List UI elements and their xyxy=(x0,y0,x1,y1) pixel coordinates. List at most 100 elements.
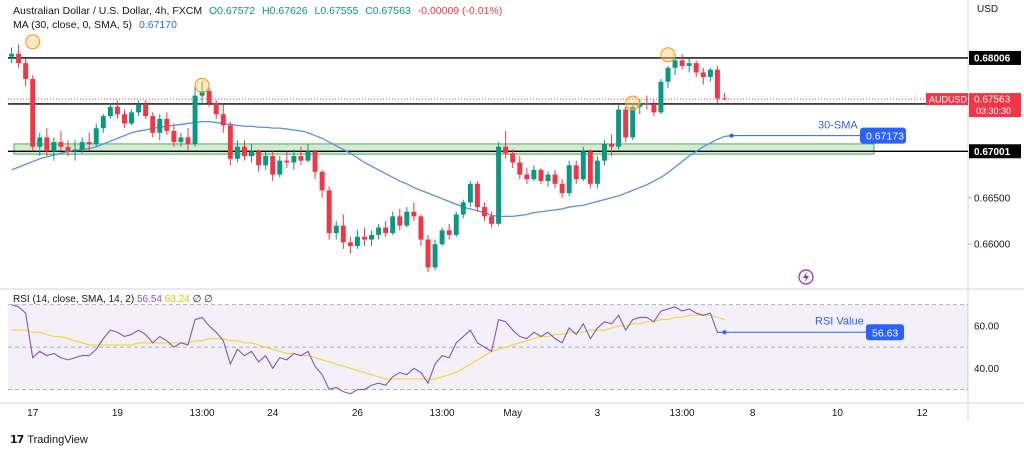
candle-body xyxy=(234,146,240,159)
candle-body xyxy=(602,143,607,161)
candle-body xyxy=(72,149,78,152)
sma-value-label: 0.67173 xyxy=(866,131,904,143)
time-tick-label: May xyxy=(503,408,522,419)
sma-name-label: 30-SMA xyxy=(818,120,858,132)
candle-body xyxy=(185,137,191,144)
candle-body xyxy=(157,118,163,133)
symbol-tag-label: AUDUSD xyxy=(929,95,968,105)
candle-body xyxy=(227,125,233,159)
candle-body xyxy=(114,106,120,115)
candle-body xyxy=(16,53,22,64)
ma-legend[interactable]: MA (30, close, 0, SMA, 5) 0.67170 xyxy=(13,19,181,31)
candle-body xyxy=(305,151,311,161)
candle-body xyxy=(340,225,346,243)
swing-high-marker xyxy=(25,34,41,50)
candle-body xyxy=(249,151,254,156)
candle-body xyxy=(136,104,142,113)
candle-body xyxy=(9,53,14,57)
candle-body xyxy=(206,91,212,104)
countdown-label: 03:30:30 xyxy=(976,106,1011,116)
rsi-value-name: RSI Value xyxy=(815,315,864,327)
candle-body xyxy=(390,216,396,234)
candle-body xyxy=(277,160,283,175)
candle-body xyxy=(333,225,339,234)
rsi-sma-value: 63.24 xyxy=(165,294,193,305)
candle-body xyxy=(143,104,149,117)
time-tick-label: 26 xyxy=(352,408,364,419)
level-price-label: 0.67001 xyxy=(974,147,1011,158)
candle-body xyxy=(517,162,523,175)
rsi-sma-line xyxy=(11,314,725,380)
candle-body xyxy=(23,63,29,79)
candle-body xyxy=(93,128,99,144)
lightning-glyph xyxy=(803,272,809,282)
candle-body xyxy=(446,230,452,235)
candle-body xyxy=(256,151,262,166)
candle-body xyxy=(510,153,516,163)
rsi-tick-label: 60.00 xyxy=(974,321,999,332)
candle-body xyxy=(594,160,600,184)
level-price-tag xyxy=(969,50,1021,65)
candle-body xyxy=(467,183,473,203)
candle-body xyxy=(496,146,502,224)
swing-high-marker xyxy=(625,95,641,111)
candle-body xyxy=(679,60,685,66)
candle-body xyxy=(51,142,57,152)
current-price-tag xyxy=(969,93,1021,118)
candle-body xyxy=(122,114,127,124)
candle-body xyxy=(178,137,184,143)
candle-body xyxy=(242,146,247,156)
time-tick-label: 13:00 xyxy=(190,408,215,419)
time-tick-label: 19 xyxy=(112,408,124,419)
candle-body xyxy=(538,169,544,182)
time-tick-label: 24 xyxy=(267,408,279,419)
candle-body xyxy=(30,78,36,147)
rsi-line xyxy=(11,304,725,395)
candle-body xyxy=(503,146,509,154)
symbol-header: Australian Dollar / U.S. Dollar, 4h, FXC… xyxy=(13,5,506,17)
candle-body xyxy=(150,116,156,133)
lightning-icon xyxy=(798,269,814,285)
candle-body xyxy=(397,216,403,226)
candle-body xyxy=(383,227,389,234)
sma-line xyxy=(11,120,732,218)
candle-body xyxy=(623,109,629,138)
currency-label: USD xyxy=(977,4,998,15)
level-price-tag xyxy=(969,144,1021,159)
sma-value-tag xyxy=(860,127,906,144)
rsi-value-label: 56.63 xyxy=(872,327,898,339)
candle-body xyxy=(37,137,43,147)
rsi-extra: ∅ ∅ xyxy=(193,294,213,305)
brand-name: TradingView xyxy=(27,433,88,446)
candle-body xyxy=(658,81,664,113)
price-tick-label: 0.66000 xyxy=(974,240,1011,251)
candle-body xyxy=(439,230,445,245)
brand[interactable]: 𝟭𝟳 TradingView xyxy=(10,433,88,447)
candle-body xyxy=(291,156,297,163)
candle-body xyxy=(559,183,565,194)
candle-body xyxy=(270,156,276,175)
time-tick-label: 17 xyxy=(27,408,39,419)
candle-body xyxy=(665,67,671,82)
rsi-tick-label: 40.00 xyxy=(974,364,999,375)
symbol-name[interactable]: Australian Dollar / U.S. Dollar, 4h, FXC… xyxy=(13,5,203,17)
candle-body xyxy=(489,216,494,224)
candle-body xyxy=(65,146,71,152)
candle-body xyxy=(482,207,487,217)
candle-body xyxy=(722,98,727,100)
close-value: C0.67563 xyxy=(365,5,411,17)
candle-body xyxy=(362,236,367,240)
open-value: O0.67572 xyxy=(208,5,256,17)
swing-high-marker xyxy=(194,77,210,93)
time-tick-label: 13:00 xyxy=(670,408,695,419)
candle-body xyxy=(107,106,113,117)
symbol-tag xyxy=(926,93,968,106)
candle-body xyxy=(192,95,198,144)
candle-body xyxy=(531,169,537,180)
candle-body xyxy=(79,142,85,150)
ma-label: MA (30, close, 0, SMA, 5) xyxy=(13,19,133,31)
tradingview-logo-icon: 𝟭𝟳 xyxy=(10,434,24,446)
candle-body xyxy=(693,63,699,73)
candle-body xyxy=(263,156,269,166)
